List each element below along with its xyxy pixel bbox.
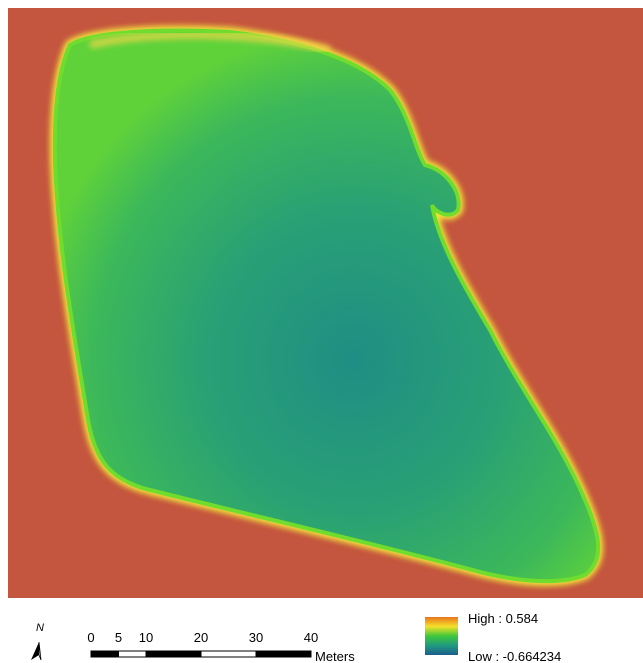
- scale-tick-label: 20: [194, 630, 208, 645]
- scale-tick-label: 5: [115, 630, 122, 645]
- raster-area: [52, 28, 601, 584]
- scale-tick-label: 10: [139, 630, 153, 645]
- legend-ramp: [425, 617, 458, 655]
- legend: High : 0.584 Low : -0.664234: [425, 611, 561, 663]
- north-label: N: [36, 622, 44, 634]
- north-arrow-shape: [31, 642, 39, 660]
- scale-segment: [90, 650, 119, 658]
- scale-segment: [118, 650, 147, 658]
- scale-bar: 0 5 10 20 30 40 Meters: [87, 630, 355, 663]
- scale-tick-label: 0: [87, 630, 94, 645]
- scale-tick-label: 30: [249, 630, 263, 645]
- scale-tick-label: 40: [304, 630, 318, 645]
- legend-low: Low : -0.664234: [468, 649, 561, 663]
- scale-unit: Meters: [315, 649, 355, 663]
- legend-high: High : 0.584: [468, 611, 538, 626]
- scale-segment: [200, 650, 257, 658]
- scale-segment: [145, 650, 202, 658]
- north-arrow: N: [31, 622, 44, 661]
- scale-segment: [255, 650, 312, 658]
- north-arrow-shape: [38, 641, 42, 661]
- raster-edge-highlight: [89, 30, 331, 54]
